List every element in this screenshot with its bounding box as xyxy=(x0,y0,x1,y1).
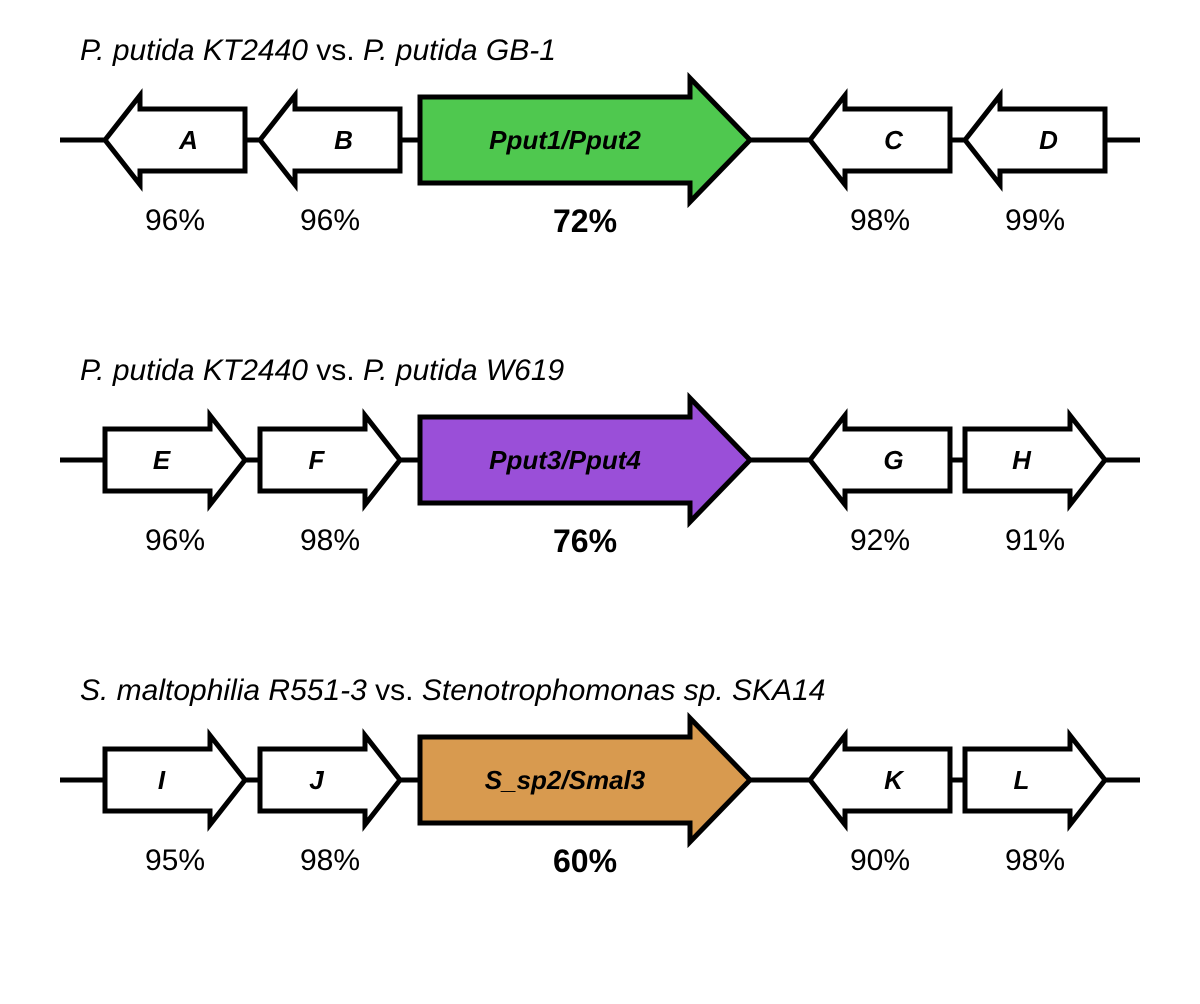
gene-label-B: B xyxy=(334,125,353,155)
gene-label-F: F xyxy=(309,445,326,475)
gene-arrow-F xyxy=(260,415,400,504)
pct-I: 95% xyxy=(145,844,205,877)
center-pct: 72% xyxy=(553,203,617,239)
gene-arrow-D xyxy=(965,95,1105,184)
pct-H: 91% xyxy=(1005,524,1065,557)
pct-G: 92% xyxy=(850,524,910,557)
center-gene-label: Pput3/Pput4 xyxy=(489,445,641,475)
gene-arrow-L xyxy=(965,735,1105,824)
gene-arrow-E xyxy=(105,415,245,504)
pct-F: 98% xyxy=(300,524,360,557)
gene-arrow-G xyxy=(810,415,950,504)
center-pct: 60% xyxy=(553,843,617,879)
comparison-title: P. putida KT2440 vs. P. putida GB-1 xyxy=(80,34,556,67)
pct-D: 99% xyxy=(1005,204,1065,237)
gene-label-J: J xyxy=(309,765,324,795)
gene-arrow-K xyxy=(810,735,950,824)
group-2: P. putida KT2440 vs. P. putida W619 E 96% F… xyxy=(60,354,1140,559)
pct-C: 98% xyxy=(850,204,910,237)
pct-J: 98% xyxy=(300,844,360,877)
comparison-title: P. putida KT2440 vs. P. putida W619 xyxy=(80,354,565,387)
gene-arrow-A xyxy=(105,95,245,184)
gene-arrow-H xyxy=(965,415,1105,504)
pct-B: 96% xyxy=(300,204,360,237)
gene-label-G: G xyxy=(883,445,903,475)
diagram-svg: P. putida KT2440 vs. P. putida GB-1 A 96% B… xyxy=(0,0,1200,1004)
pct-K: 90% xyxy=(850,844,910,877)
pct-E: 96% xyxy=(145,524,205,557)
group-3: S. maltophilia R551-3 vs. Stenotrophomon… xyxy=(60,674,1140,879)
gene-arrow-J xyxy=(260,735,400,824)
pct-L: 98% xyxy=(1005,844,1065,877)
gene-arrow-I xyxy=(105,735,245,824)
gene-arrow-B xyxy=(260,95,400,184)
pct-A: 96% xyxy=(145,204,205,237)
group-1: P. putida KT2440 vs. P. putida GB-1 A 96% B… xyxy=(60,34,1140,239)
comparison-title: S. maltophilia R551-3 vs. Stenotrophomon… xyxy=(80,674,825,707)
center-gene-label: S_sp2/Smal3 xyxy=(485,765,646,795)
gene-label-E: E xyxy=(153,445,171,475)
gene-label-C: C xyxy=(884,125,904,155)
gene-arrow-C xyxy=(810,95,950,184)
gene-label-L: L xyxy=(1014,765,1030,795)
center-pct: 76% xyxy=(553,523,617,559)
center-gene-label: Pput1/Pput2 xyxy=(489,125,641,155)
gene-label-D: D xyxy=(1039,125,1058,155)
gene-label-I: I xyxy=(158,765,166,795)
gene-label-H: H xyxy=(1012,445,1032,475)
gene-label-K: K xyxy=(884,765,905,795)
gene-label-A: A xyxy=(178,125,198,155)
